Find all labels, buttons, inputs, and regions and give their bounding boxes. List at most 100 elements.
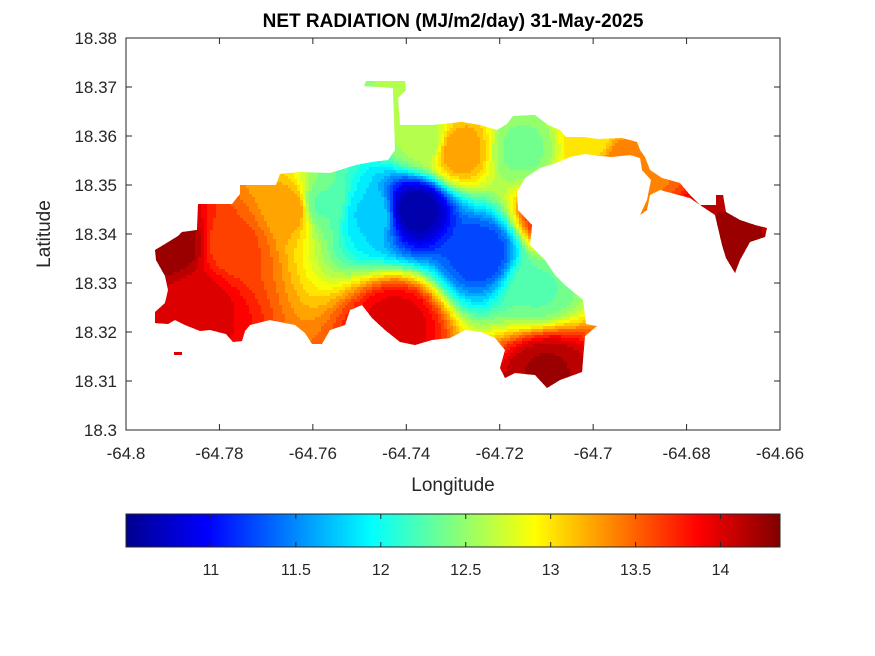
field-cell — [450, 125, 454, 129]
field-cell — [438, 140, 442, 144]
field-cell — [522, 131, 526, 135]
field-cell — [459, 131, 463, 135]
field-cell — [549, 131, 553, 135]
field-cell — [636, 143, 640, 147]
field-cell — [516, 137, 520, 141]
field-cell — [402, 81, 406, 84]
field-cell — [552, 143, 556, 147]
field-cell — [408, 149, 412, 153]
field-cell — [465, 149, 469, 153]
field-cell — [429, 146, 433, 150]
field-cell — [441, 131, 445, 135]
field-cell — [546, 149, 550, 153]
field-cell — [630, 146, 634, 150]
field-cell — [480, 140, 484, 144]
field-cell — [462, 149, 466, 153]
field-cell — [531, 116, 535, 120]
field-cell — [453, 128, 457, 132]
field-cell — [393, 110, 397, 114]
field-cell — [387, 81, 391, 84]
field-cell — [534, 137, 538, 141]
field-cell — [606, 143, 610, 147]
field-cell — [621, 143, 625, 147]
field-cell — [444, 134, 448, 138]
field-cell — [477, 131, 481, 135]
field-cell — [510, 128, 514, 132]
field-cell — [468, 140, 472, 144]
field-cell — [537, 131, 541, 135]
field-cell — [591, 137, 595, 141]
field-cell — [471, 122, 475, 126]
field-cell — [546, 143, 550, 147]
field-cell — [471, 125, 475, 129]
field-cell — [432, 149, 436, 153]
field-cell — [513, 131, 517, 135]
field-cell — [531, 122, 535, 126]
field-cell — [471, 146, 475, 150]
field-cell — [528, 134, 532, 138]
field-cell — [459, 146, 463, 150]
field-cell — [405, 149, 409, 153]
field-cell — [438, 137, 442, 141]
field-cell — [408, 137, 412, 141]
field-cell — [420, 131, 424, 135]
field-cell — [588, 137, 592, 141]
field-cell — [603, 137, 607, 141]
field-cell — [615, 140, 619, 144]
field-cell — [477, 137, 481, 141]
field-cell — [369, 81, 373, 84]
field-cell — [531, 146, 535, 150]
field-cell — [414, 146, 418, 150]
field-cell — [396, 143, 400, 147]
field-cell — [495, 137, 499, 141]
field-cell — [387, 83, 391, 87]
field-cell — [561, 137, 565, 141]
field-cell — [576, 143, 580, 147]
field-cell — [600, 149, 604, 153]
field-cell — [534, 149, 538, 153]
field-cell — [528, 140, 532, 144]
field-cell — [393, 113, 397, 117]
field-cell — [528, 149, 532, 153]
field-cell — [543, 149, 547, 153]
field-cell — [459, 137, 463, 141]
field-cell — [444, 125, 448, 129]
field-cell — [555, 137, 559, 141]
field-cell — [522, 119, 526, 123]
field-cell — [519, 143, 523, 147]
field-cell — [447, 146, 451, 150]
field-cell — [510, 116, 514, 120]
field-cell — [444, 143, 448, 147]
field-cell — [465, 122, 469, 126]
field-cell — [633, 146, 637, 150]
field-cell — [549, 140, 553, 144]
field-cell — [624, 146, 628, 150]
field-cell — [513, 137, 517, 141]
field-cell — [465, 143, 469, 147]
field-cell — [366, 83, 370, 87]
field-cell — [528, 131, 532, 135]
field-cell — [531, 137, 535, 141]
field-cell — [393, 149, 397, 153]
field-cell — [492, 131, 496, 135]
field-cell — [420, 137, 424, 141]
field-cell — [396, 101, 400, 105]
field-cell — [477, 149, 481, 153]
field-cell — [450, 122, 454, 126]
field-cell — [369, 83, 373, 87]
field-cell — [579, 140, 583, 144]
field-cell — [438, 128, 442, 132]
field-cell — [486, 128, 490, 132]
field-cell — [396, 81, 400, 84]
field-cell — [543, 143, 547, 147]
field-cell — [507, 134, 511, 138]
field-cell — [396, 107, 400, 111]
field-cell — [519, 137, 523, 141]
field-cell — [582, 140, 586, 144]
field-cell — [399, 125, 403, 129]
field-cell — [579, 149, 583, 153]
field-cell — [459, 122, 463, 126]
field-cell — [606, 137, 610, 141]
field-cell — [396, 86, 400, 90]
